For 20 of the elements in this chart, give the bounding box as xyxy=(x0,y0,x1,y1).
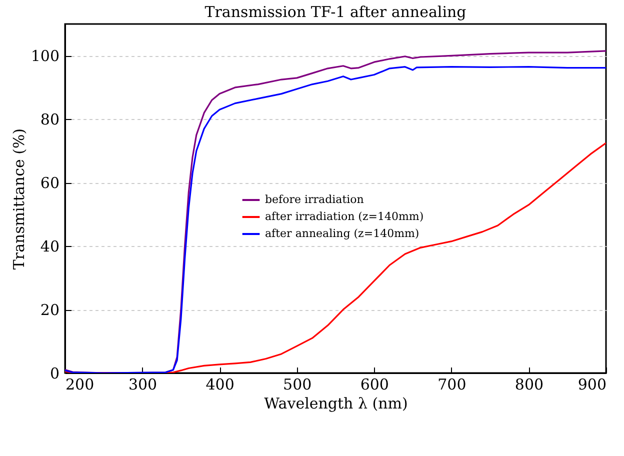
legend-label: after annealing (z=140mm) xyxy=(265,227,420,240)
legend-label: before irradiation xyxy=(265,193,364,206)
y-tick-label: 40 xyxy=(40,238,60,256)
x-tick-label: 800 xyxy=(514,376,544,394)
y-tick-label: 100 xyxy=(30,47,60,66)
x-tick-label: 400 xyxy=(206,376,234,394)
chart-title: Transmission TF-1 after annealing xyxy=(204,3,467,21)
legend-label: after irradiation (z=140mm) xyxy=(265,210,424,223)
x-tick-label: 700 xyxy=(438,376,466,394)
x-tick-label: 200 xyxy=(66,376,94,394)
y-tick-label: 0 xyxy=(50,364,60,382)
x-tick-label: 300 xyxy=(128,376,158,394)
x-axis-title: Wavelength λ (nm) xyxy=(264,394,408,412)
x-tick-label: 500 xyxy=(283,376,312,394)
x-tick-label: 900 xyxy=(578,376,606,394)
y-tick-label: 80 xyxy=(40,110,60,129)
y-tick-label: 60 xyxy=(40,174,60,192)
y-tick-label: 20 xyxy=(40,301,60,320)
x-tick-label: 600 xyxy=(360,376,389,394)
y-axis-title: Transmittance (%) xyxy=(10,128,28,270)
